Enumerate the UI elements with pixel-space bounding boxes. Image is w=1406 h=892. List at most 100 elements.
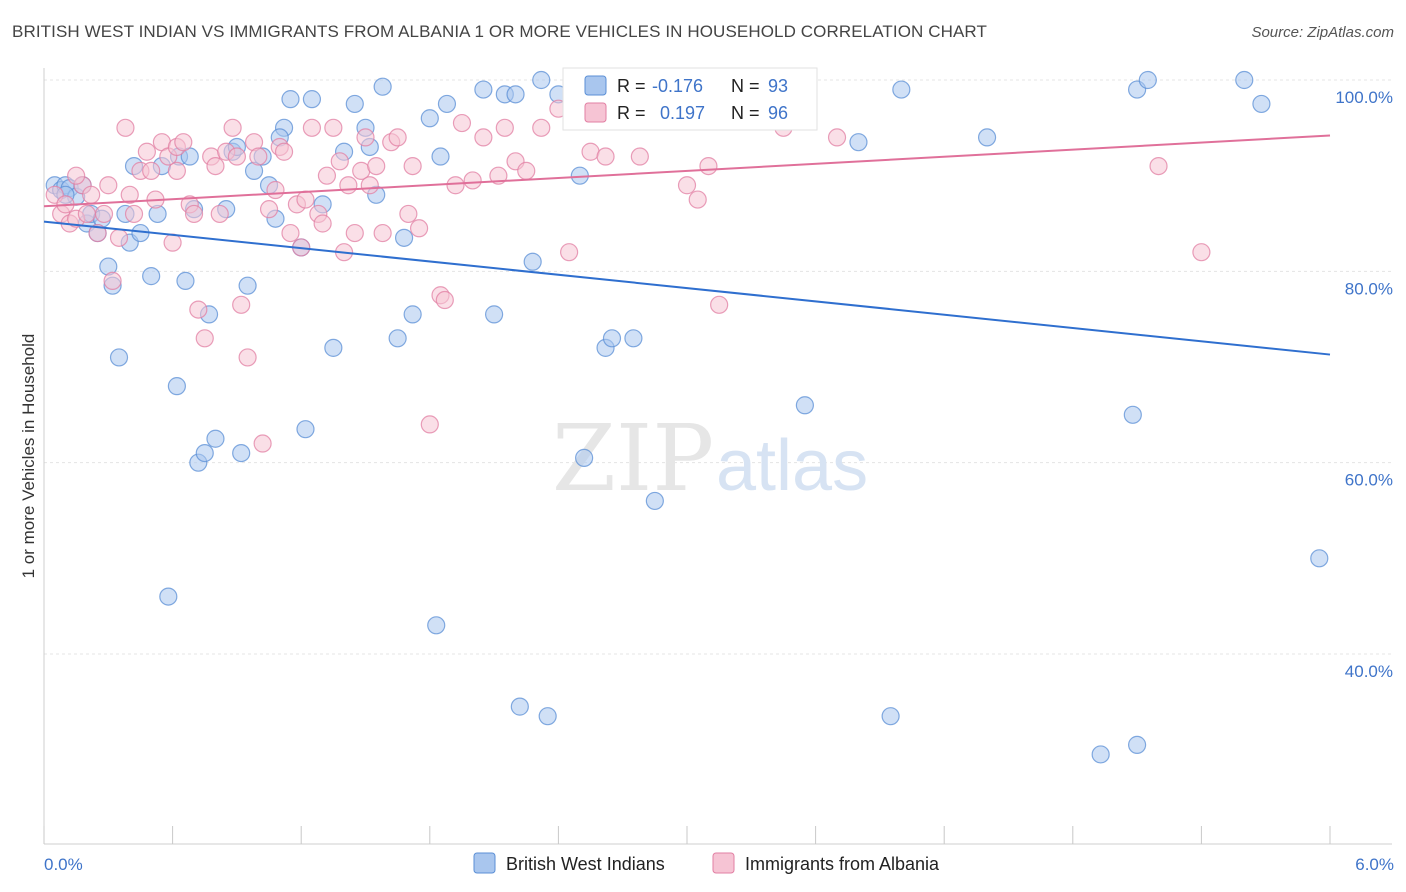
point-immigrants-from-albania [210, 204, 229, 224]
point-immigrants-from-albania [630, 147, 649, 166]
bottom-legend-swatch-blue [473, 852, 496, 874]
point-british-west-indians [437, 94, 457, 114]
point-immigrants-from-albania [99, 176, 118, 195]
bottom-legend: British West Indians Immigrants from Alb… [473, 852, 940, 874]
point-british-west-indians [232, 444, 251, 463]
legend-r-label-2: R = [617, 103, 646, 123]
point-immigrants-from-albania [313, 214, 332, 233]
point-immigrants-from-albania [163, 233, 182, 252]
point-british-west-indians [176, 271, 195, 290]
point-british-west-indians [624, 329, 643, 348]
point-british-west-indians [795, 396, 814, 415]
point-british-west-indians [1138, 70, 1157, 90]
point-immigrants-from-albania [259, 200, 279, 219]
point-immigrants-from-albania [167, 161, 186, 180]
point-immigrants-from-albania [274, 142, 294, 161]
point-british-west-indians [506, 85, 525, 104]
x-tick-label-min: 0.0% [44, 855, 83, 874]
point-british-west-indians [281, 90, 300, 109]
point-british-west-indians [892, 80, 911, 99]
point-british-west-indians [420, 109, 439, 128]
y-tick-labels: 40.0% 60.0% 80.0% 100.0% [1335, 88, 1393, 681]
legend-r-label-1: R = [617, 76, 646, 96]
point-immigrants-from-albania [446, 176, 465, 195]
point-immigrants-from-albania [463, 171, 482, 190]
watermark: ZIP atlas [552, 405, 868, 512]
point-immigrants-from-albania [253, 434, 272, 453]
point-immigrants-from-albania [517, 161, 536, 180]
point-british-west-indians [324, 338, 343, 357]
point-immigrants-from-albania [827, 128, 847, 147]
point-british-west-indians [296, 420, 315, 439]
point-british-west-indians [538, 707, 557, 726]
point-british-west-indians [302, 90, 322, 109]
y-axis-title: 1 or more Vehicles in Household [19, 334, 38, 579]
bottom-legend-swatch-pink [712, 852, 735, 874]
point-british-west-indians [523, 252, 542, 271]
point-immigrants-from-albania [223, 118, 242, 137]
point-immigrants-from-albania [206, 157, 225, 176]
point-british-west-indians [1252, 94, 1271, 114]
point-british-west-indians [159, 587, 178, 606]
point-immigrants-from-albania [339, 176, 358, 195]
point-british-west-indians [238, 276, 257, 295]
top-legend: R = -0.176 N = 93 R = 0.197 N = 96 [562, 67, 818, 131]
x-tick-label-max: 6.0% [1355, 855, 1394, 874]
point-immigrants-from-albania [388, 128, 407, 147]
point-british-west-indians [575, 448, 594, 467]
point-immigrants-from-albania [324, 118, 343, 137]
legend-r-value-2: 0.197 [660, 103, 705, 123]
point-immigrants-from-albania [88, 223, 107, 243]
point-immigrants-from-albania [532, 118, 551, 137]
point-immigrants-from-albania [137, 142, 156, 161]
point-immigrants-from-albania [710, 295, 729, 314]
trend-line [43, 220, 1331, 356]
point-immigrants-from-albania [238, 348, 257, 367]
point-immigrants-from-albania [489, 166, 508, 185]
point-british-west-indians [109, 348, 129, 367]
series-immigrants-from-albania [45, 94, 1211, 453]
gridlines [44, 79, 1392, 655]
point-immigrants-from-albania [77, 204, 96, 224]
legend-swatch-pink [584, 102, 607, 123]
legend-n-value-2: 96 [768, 103, 788, 123]
point-immigrants-from-albania [124, 204, 144, 224]
point-british-west-indians [1310, 549, 1329, 568]
point-immigrants-from-albania [1192, 243, 1211, 262]
legend-n-value-1: 93 [768, 76, 788, 96]
point-immigrants-from-albania [82, 185, 101, 204]
point-british-west-indians [977, 128, 997, 147]
y-tick-label: 80.0% [1345, 279, 1393, 298]
point-immigrants-from-albania [399, 204, 418, 224]
point-british-west-indians [206, 429, 225, 448]
y-tick-label: 100.0% [1335, 88, 1393, 107]
point-immigrants-from-albania [120, 185, 139, 204]
point-british-west-indians [1235, 70, 1254, 90]
chart-title: BRITISH WEST INDIAN VS IMMIGRANTS FROM A… [12, 22, 987, 41]
point-british-west-indians [388, 329, 407, 348]
point-immigrants-from-albania [435, 290, 454, 310]
point-immigrants-from-albania [232, 295, 251, 314]
point-immigrants-from-albania [94, 204, 114, 224]
point-british-west-indians [142, 267, 161, 286]
point-immigrants-from-albania [495, 118, 514, 137]
point-british-west-indians [849, 133, 868, 152]
point-british-west-indians [195, 444, 214, 463]
bottom-legend-label-1: British West Indians [506, 854, 665, 874]
trend-lines [43, 134, 1331, 356]
point-immigrants-from-albania [302, 118, 322, 137]
point-immigrants-from-albania [560, 243, 579, 262]
point-british-west-indians [474, 80, 493, 99]
point-british-west-indians [645, 491, 664, 511]
point-british-west-indians [881, 707, 900, 726]
legend-n-label-1: N = [731, 76, 760, 96]
point-immigrants-from-albania [195, 329, 214, 348]
point-british-west-indians [427, 616, 446, 635]
point-immigrants-from-albania [373, 223, 392, 243]
point-immigrants-from-albania [367, 157, 386, 176]
point-immigrants-from-albania [317, 166, 337, 185]
source-note: Source: ZipAtlas.com [1251, 24, 1394, 41]
point-immigrants-from-albania [677, 176, 697, 195]
point-immigrants-from-albania [420, 415, 439, 434]
point-british-west-indians [394, 228, 414, 247]
